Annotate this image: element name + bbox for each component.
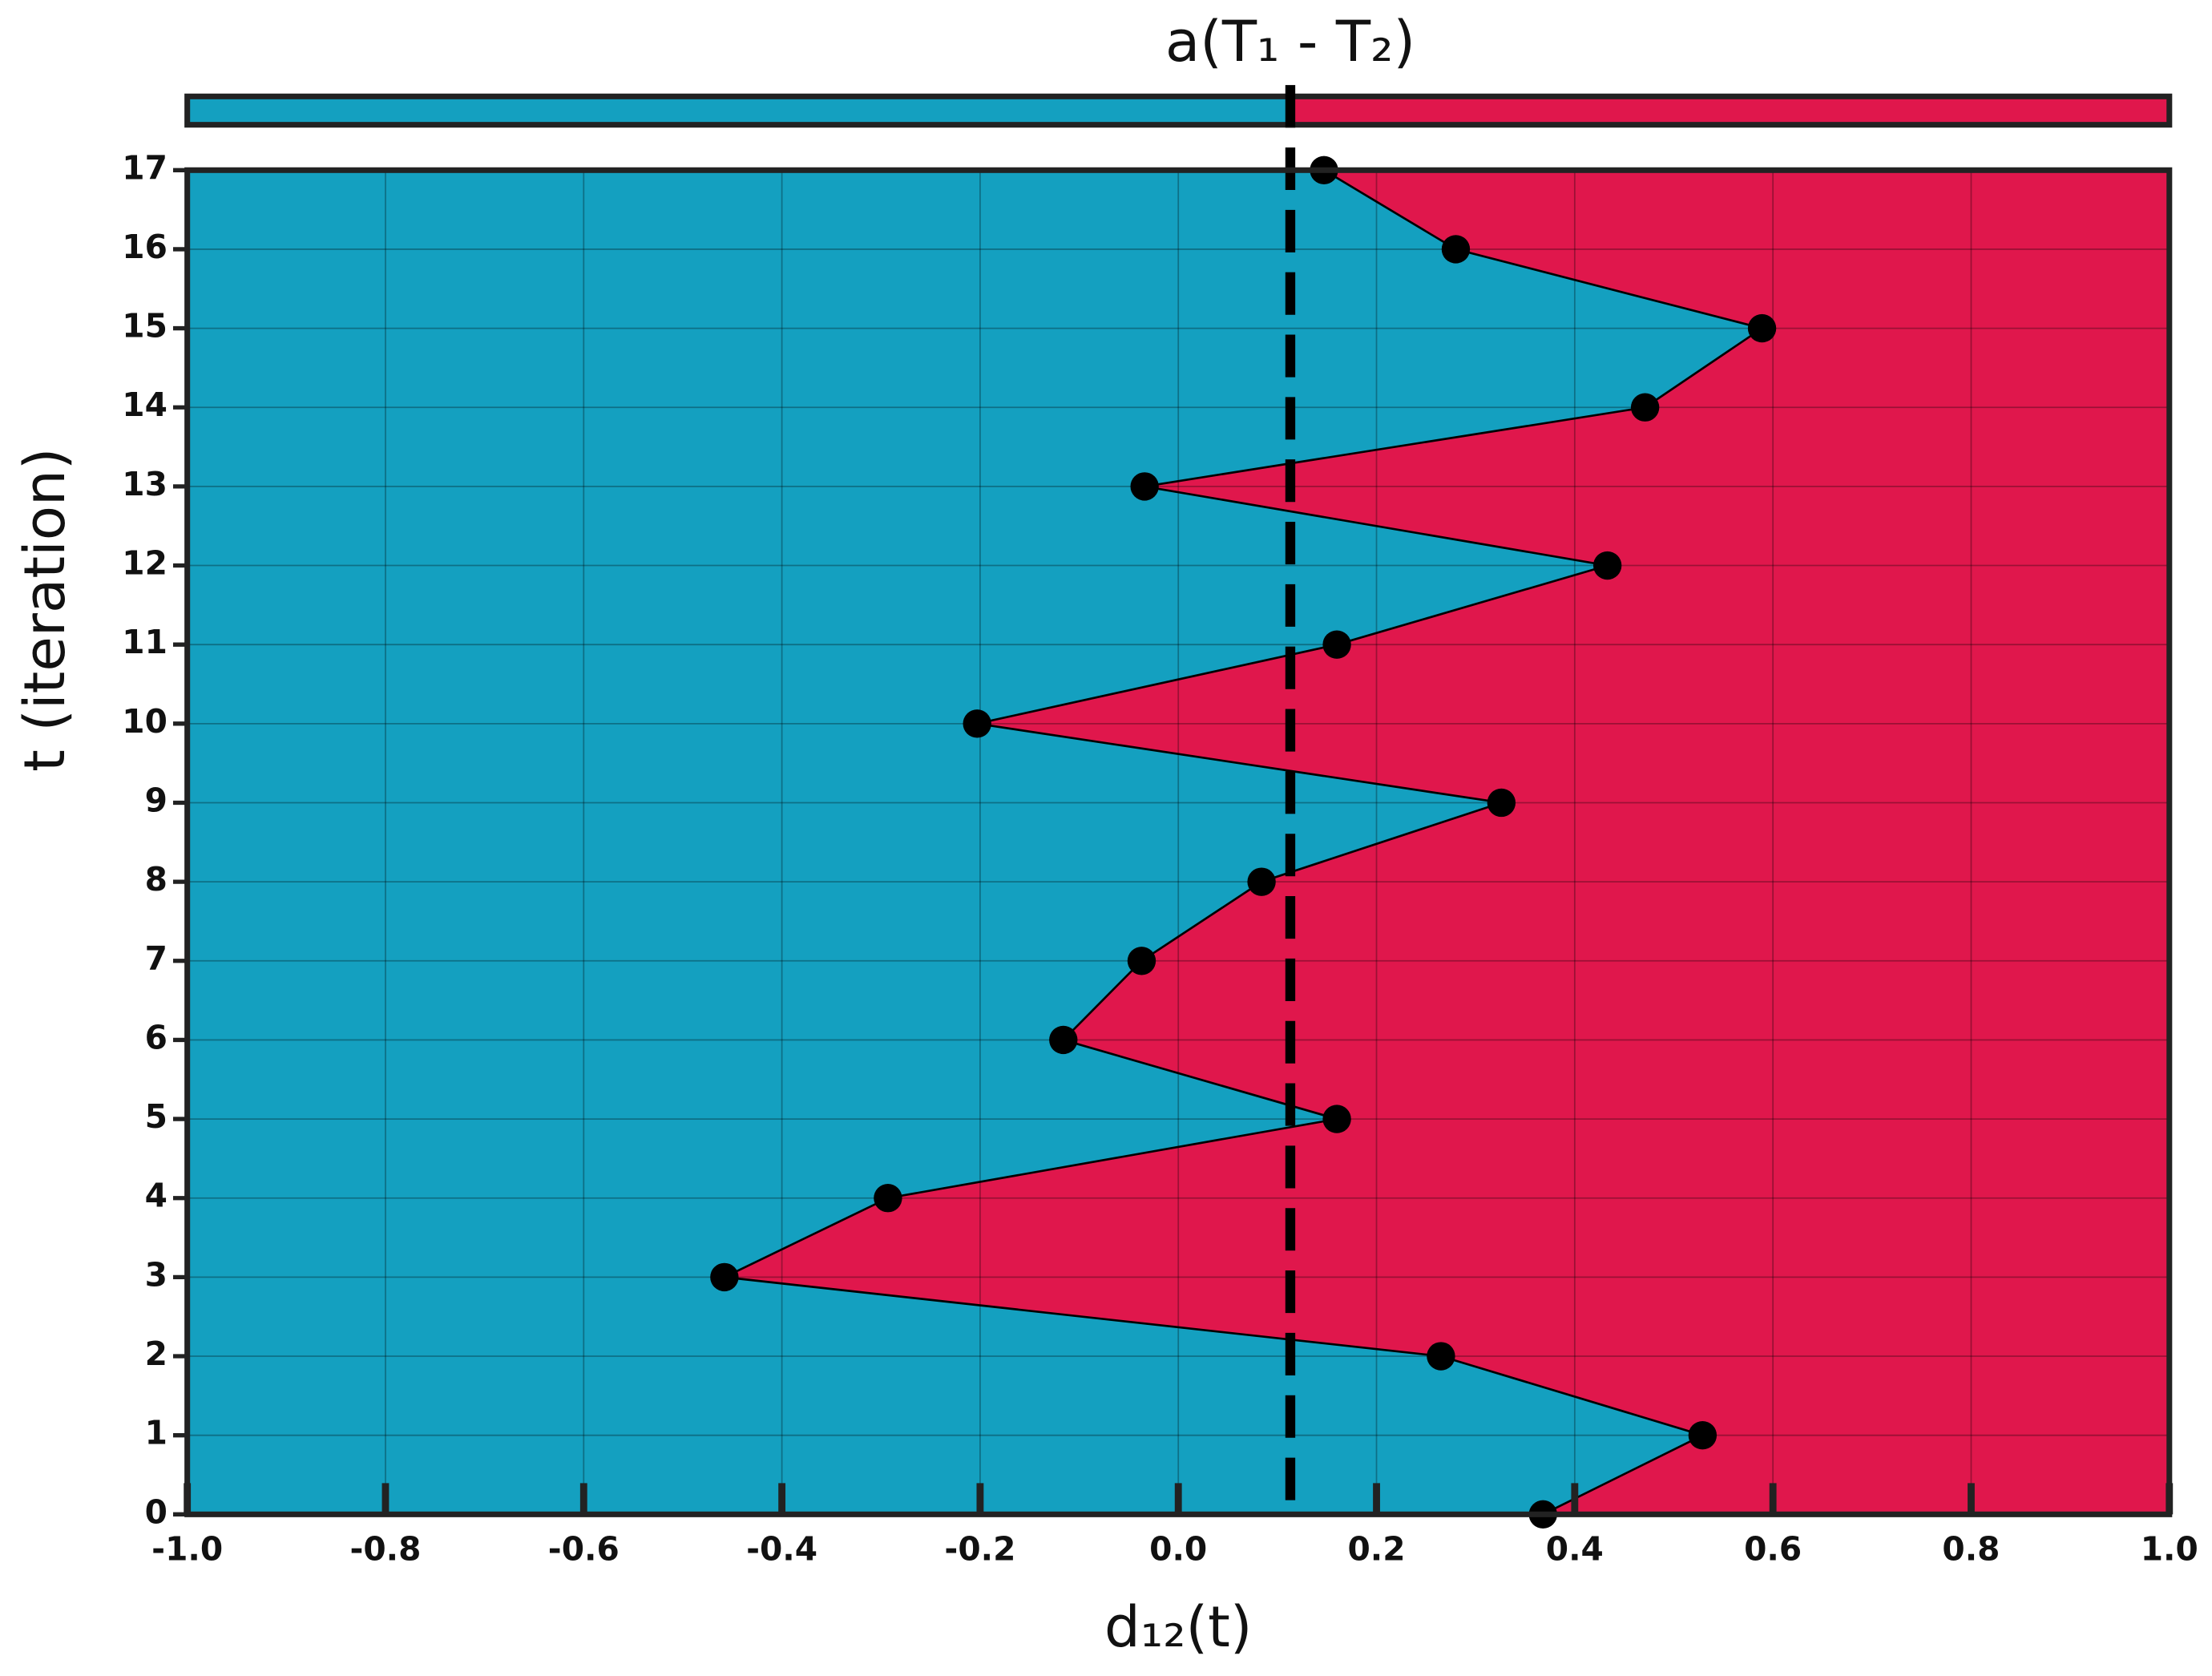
point <box>1127 947 1156 975</box>
point <box>1247 867 1276 896</box>
point <box>874 1184 902 1213</box>
point <box>1747 313 1777 343</box>
y-tick-label: 10 <box>122 702 168 741</box>
y-tick-label: 7 <box>145 939 168 978</box>
x-tick-label: 0.0 <box>1149 1529 1207 1568</box>
point <box>1427 1342 1455 1371</box>
point <box>1049 1025 1078 1055</box>
point <box>710 1262 739 1292</box>
x-tick-label: -0.2 <box>944 1529 1015 1568</box>
point <box>1322 630 1351 659</box>
y-tick-label: 17 <box>122 148 168 187</box>
y-tick-label: 2 <box>145 1335 168 1373</box>
left-region <box>187 170 1762 1515</box>
point <box>1487 788 1516 818</box>
x-tick-label: -0.4 <box>746 1529 817 1568</box>
x-tick-label: 0.8 <box>1942 1529 2000 1568</box>
y-tick-label: 9 <box>145 781 168 819</box>
x-tick-label: 0.6 <box>1744 1529 1802 1568</box>
x-tick-label: -0.8 <box>350 1529 422 1568</box>
x-tick-label: -1.0 <box>151 1529 223 1568</box>
y-tick-label: 3 <box>145 1255 168 1294</box>
chart-title: a(T₁ - T₂) <box>1165 8 1415 75</box>
colorbar-left <box>187 96 1290 125</box>
right-region <box>724 170 2170 1515</box>
point <box>1592 551 1622 580</box>
y-tick-label: 6 <box>145 1018 168 1056</box>
y-tick-label: 4 <box>145 1177 168 1215</box>
line <box>721 169 1765 1516</box>
y-tick-label: 14 <box>122 386 168 424</box>
y-tick-label: 11 <box>122 623 168 661</box>
point <box>1441 235 1471 264</box>
x-tick-label: 0.2 <box>1348 1529 1406 1568</box>
point <box>1630 393 1660 422</box>
x-tick-label: -0.6 <box>548 1529 620 1568</box>
colorbar-right <box>1290 96 2170 125</box>
x-tick-label: 1.0 <box>2141 1529 2198 1568</box>
y-tick-label: 0 <box>145 1492 168 1531</box>
point <box>1688 1420 1718 1450</box>
point <box>963 709 991 738</box>
y-tick-label: 12 <box>122 544 168 583</box>
y-tick-label: 5 <box>145 1097 168 1136</box>
x-tick-label: 0.4 <box>1546 1529 1604 1568</box>
point <box>1130 472 1159 501</box>
y-tick-label: 16 <box>122 228 168 266</box>
point <box>1322 1105 1351 1133</box>
y-tick-label: 15 <box>122 307 168 345</box>
y-tick-label: 8 <box>145 860 168 899</box>
y-tick-label: 1 <box>145 1414 168 1452</box>
x-axis-label: d₁₂(t) <box>1104 1593 1253 1660</box>
y-axis-label: t (iteration) <box>11 448 78 772</box>
y-tick-label: 13 <box>122 465 168 503</box>
colorbar-frame <box>184 93 2173 128</box>
